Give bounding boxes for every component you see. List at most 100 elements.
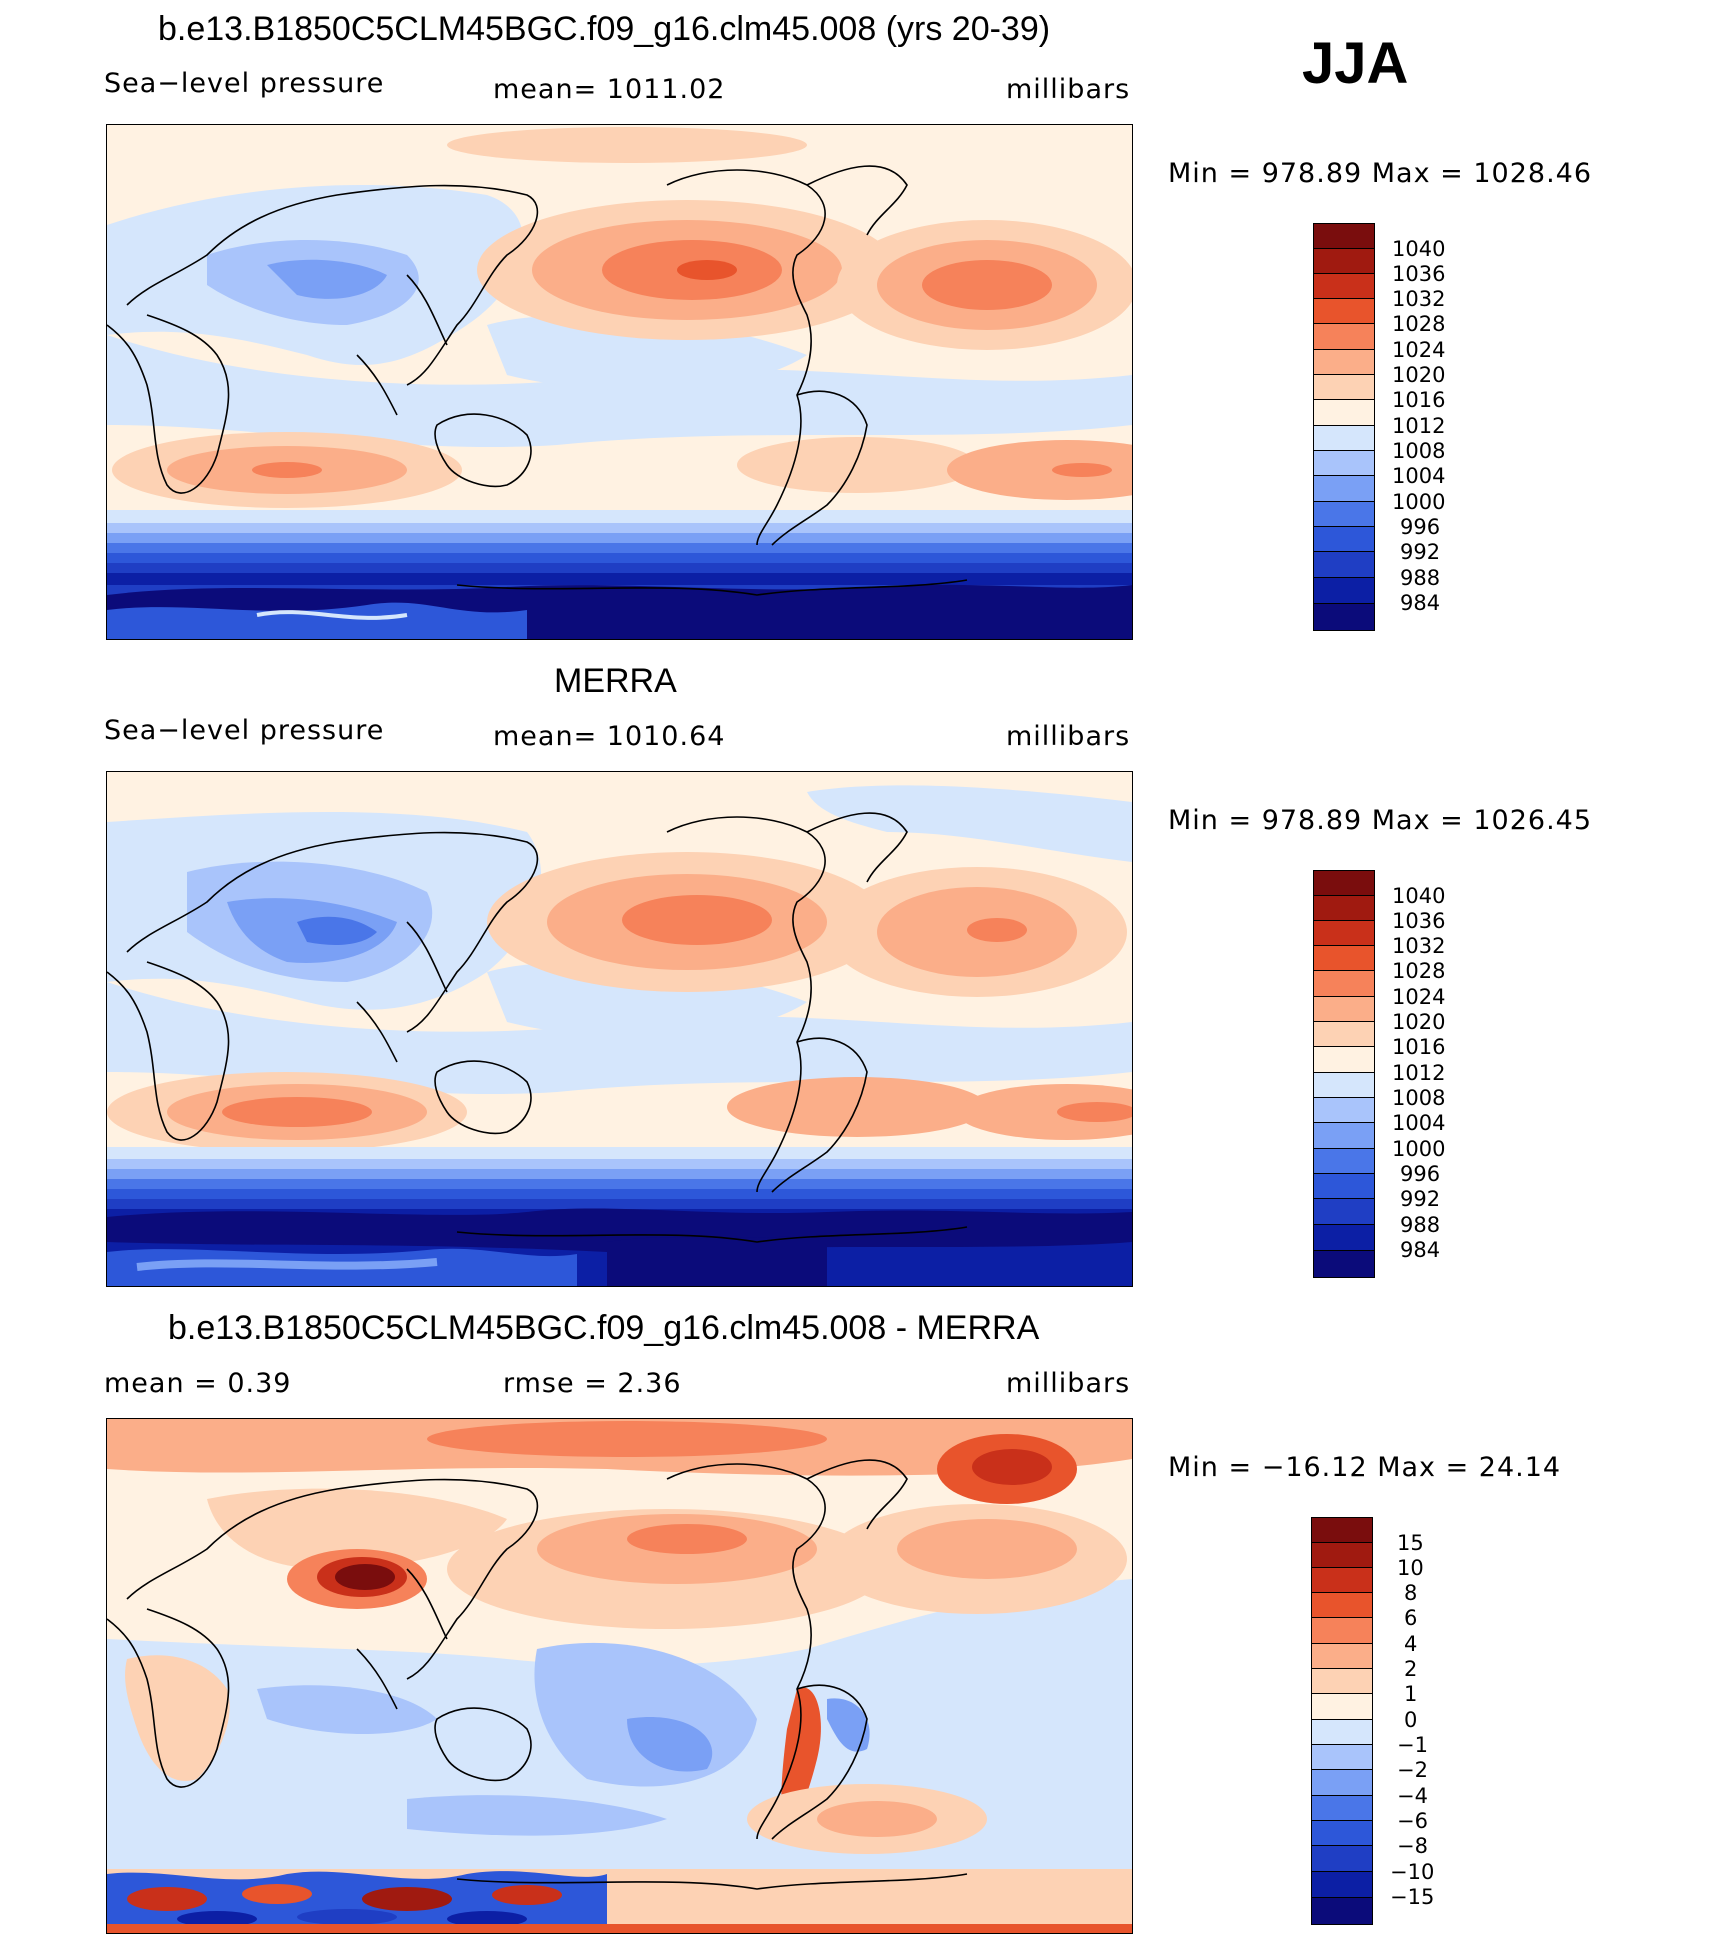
panel2-map-field [107, 772, 1132, 1286]
cbar2-label: 1028 [1392, 959, 1446, 983]
cbar2-cell-1004 [1314, 1098, 1374, 1123]
cbar1-label: 988 [1400, 566, 1441, 590]
cbar3-cell-m6 [1312, 1796, 1372, 1821]
panel3-mean-label: mean = 0.39 [104, 1368, 292, 1399]
cbar3-cell-1 [1312, 1669, 1372, 1694]
panel3-rmse-label: rmse = 2.36 [503, 1368, 682, 1399]
cbar2-label: 992 [1400, 1187, 1441, 1211]
cbar2-cell-1024 [1314, 971, 1374, 997]
panel1-title: b.e13.B1850C5CLM45BGC.f09_g16.clm45.008 … [158, 10, 1051, 48]
cbar1-cell-1024 [1314, 324, 1374, 350]
panel2-variable-label: Sea−level pressure [104, 715, 385, 746]
cbar3-label: 4 [1404, 1632, 1418, 1656]
cbar1-cell-996 [1314, 502, 1374, 527]
cbar2-label: 984 [1400, 1238, 1441, 1262]
cbar3-label: −4 [1397, 1784, 1428, 1808]
cbar3-label: 10 [1397, 1556, 1424, 1580]
cbar3-cell-10 [1312, 1543, 1372, 1568]
cbar2-cell-1016 [1314, 1022, 1374, 1047]
cbar2-cell-bottom [1314, 1251, 1374, 1277]
cbar2-label: 1000 [1392, 1137, 1446, 1161]
cbar1-cell-984 [1314, 578, 1374, 604]
cbar2-cell-1040 [1314, 871, 1374, 896]
cbar1-label: 1036 [1392, 262, 1446, 286]
cbar3-label: −1 [1397, 1733, 1428, 1757]
cbar1-cell-1004 [1314, 451, 1374, 476]
cbar1-label: 1020 [1392, 363, 1446, 387]
panel3-map [106, 1418, 1133, 1934]
cbar1-cell-1000 [1314, 476, 1374, 502]
cbar2-label: 1016 [1392, 1035, 1446, 1059]
cbar1-label: 984 [1400, 591, 1441, 615]
cbar1-cell-1008 [1314, 426, 1374, 451]
cbar1-label: 1040 [1392, 237, 1446, 261]
cbar2-label: 996 [1400, 1162, 1441, 1186]
panel2-colorbar [1313, 870, 1375, 1278]
panel2-mean-label: mean= 1010.64 [493, 721, 726, 752]
cbar3-cell-m15 [1312, 1872, 1372, 1898]
cbar2-cell-1036 [1314, 896, 1374, 921]
cbar3-label: −6 [1397, 1809, 1428, 1833]
cbar1-label: 1016 [1392, 388, 1446, 412]
cbar2-cell-1032 [1314, 921, 1374, 946]
cbar3-label: −10 [1390, 1860, 1435, 1884]
panel1-colorbar [1313, 223, 1375, 631]
cbar2-cell-996 [1314, 1149, 1374, 1174]
cbar3-cell-4 [1312, 1618, 1372, 1644]
panel1-mean-label: mean= 1011.02 [493, 74, 726, 105]
panel3-map-field [107, 1419, 1132, 1933]
cbar1-label: 1008 [1392, 439, 1446, 463]
cbar3-label: 0 [1404, 1708, 1418, 1732]
panel3-minmax: Min = −16.12 Max = 24.14 [1168, 1452, 1562, 1483]
panel3-colorbar [1311, 1517, 1373, 1925]
cbar2-cell-1008 [1314, 1073, 1374, 1098]
panel1-map-field [107, 125, 1132, 639]
cbar3-cell-8 [1312, 1568, 1372, 1593]
cbar1-label: 992 [1400, 540, 1441, 564]
cbar1-cell-1036 [1314, 249, 1374, 274]
cbar3-cell-m10 [1312, 1846, 1372, 1872]
cbar2-label: 1036 [1392, 909, 1446, 933]
cbar3-label: 1 [1404, 1682, 1418, 1706]
cbar2-label: 1004 [1392, 1111, 1446, 1135]
cbar3-cell-m1 [1312, 1720, 1372, 1745]
cbar3-cell-m4 [1312, 1770, 1372, 1796]
cbar3-cell-15 [1312, 1518, 1372, 1543]
panel2-minmax: Min = 978.89 Max = 1026.45 [1168, 805, 1593, 836]
cbar3-label: 6 [1404, 1606, 1418, 1630]
cbar3-cell-m8 [1312, 1821, 1372, 1846]
cbar2-label: 988 [1400, 1213, 1441, 1237]
cbar2-label: 1008 [1392, 1086, 1446, 1110]
panel3-units-label: millibars [1006, 1368, 1131, 1399]
cbar1-cell-1020 [1314, 350, 1374, 375]
panel1-minmax: Min = 978.89 Max = 1028.46 [1168, 158, 1593, 189]
cbar3-cell-bottom [1312, 1898, 1372, 1924]
cbar2-cell-1028 [1314, 946, 1374, 971]
cbar2-cell-1000 [1314, 1123, 1374, 1149]
cbar1-cell-1032 [1314, 274, 1374, 299]
cbar1-label: 1004 [1392, 464, 1446, 488]
season-label: JJA [1302, 31, 1409, 96]
cbar1-label: 1000 [1392, 490, 1446, 514]
cbar3-cell-2 [1312, 1644, 1372, 1669]
cbar2-cell-988 [1314, 1199, 1374, 1225]
cbar3-label: −15 [1390, 1885, 1435, 1909]
cbar3-label: −8 [1397, 1834, 1428, 1858]
cbar3-label: 8 [1404, 1581, 1418, 1605]
panel2-title: MERRA [554, 662, 677, 700]
cbar1-label: 1032 [1392, 287, 1446, 311]
panel1-map [106, 124, 1133, 640]
cbar2-cell-984 [1314, 1225, 1374, 1251]
cbar1-cell-1012 [1314, 400, 1374, 426]
cbar2-cell-1012 [1314, 1047, 1374, 1073]
cbar2-cell-1020 [1314, 997, 1374, 1022]
cbar3-cell-0 [1312, 1694, 1372, 1720]
cbar3-label: −2 [1397, 1758, 1428, 1782]
panel3-title: b.e13.B1850C5CLM45BGC.f09_g16.clm45.008 … [168, 1309, 1040, 1347]
panel1-variable-label: Sea−level pressure [104, 68, 385, 99]
cbar3-cell-m2 [1312, 1745, 1372, 1770]
panel1-units-label: millibars [1006, 74, 1131, 105]
cbar1-label: 1012 [1392, 414, 1446, 438]
panel2-units-label: millibars [1006, 721, 1131, 752]
cbar2-label: 1032 [1392, 934, 1446, 958]
